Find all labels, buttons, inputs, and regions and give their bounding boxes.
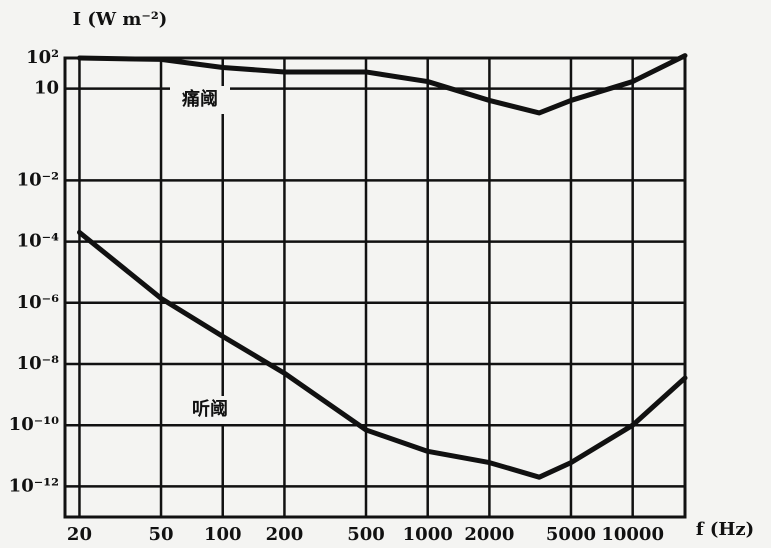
y-tick-label: 10⁻⁴	[17, 231, 60, 252]
series-label: 听阈	[192, 398, 228, 420]
y-axis-label: I (W m⁻²)	[73, 9, 168, 30]
y-tick-label: 10⁻²	[17, 169, 59, 190]
x-tick-label: 50	[149, 524, 174, 545]
x-tick-label: 200	[266, 524, 304, 545]
x-tick-label: 2000	[464, 524, 514, 545]
x-axis-label: f (Hz)	[696, 519, 754, 540]
x-tick-label: 10000	[601, 524, 664, 545]
x-tick-label: 20	[67, 524, 92, 545]
y-tick-label: 10⁻¹⁰	[9, 414, 59, 435]
x-tick-label: 500	[347, 524, 385, 545]
y-tick-label: 10	[34, 78, 59, 99]
series-label: 痛阈	[182, 88, 218, 110]
y-tick-label: 10⁻¹²	[9, 475, 59, 496]
y-tick-label: 10²	[26, 47, 59, 68]
threshold-curve	[76, 229, 688, 480]
y-tick-label: 10⁻⁶	[17, 292, 60, 313]
y-tick-label: 10⁻⁸	[17, 353, 60, 374]
x-tick-label: 5000	[546, 524, 596, 545]
x-tick-label: 1000	[403, 524, 453, 545]
x-tick-label: 100	[204, 524, 242, 545]
threshold-curve	[76, 53, 688, 116]
label-bg	[180, 396, 240, 424]
label-bg	[170, 86, 230, 114]
